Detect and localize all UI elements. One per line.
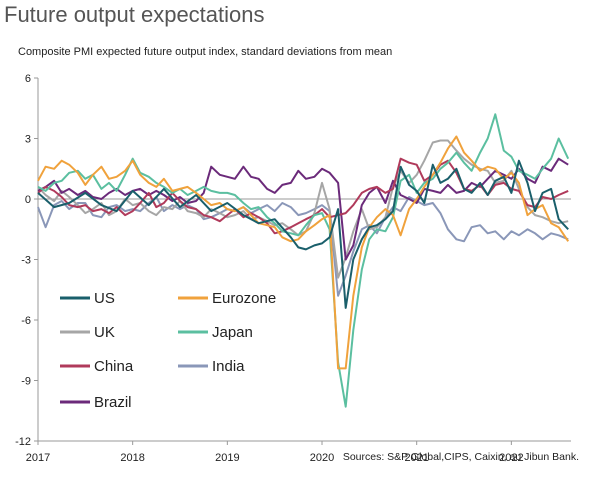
legend-label-eurozone: Eurozone	[212, 290, 276, 307]
legend-label-brazil: Brazil	[94, 394, 132, 411]
page-title: Future output expectations	[4, 2, 265, 27]
y-tick-label: 3	[25, 134, 31, 146]
series-line-us	[37, 159, 569, 309]
series-line-japan	[37, 113, 570, 408]
legend-label-china: China	[94, 358, 134, 375]
legend-label-us: US	[94, 290, 115, 307]
y-tick-label: 6	[25, 73, 31, 85]
series-line-china	[37, 157, 569, 235]
x-tick-label: 2019	[215, 452, 239, 464]
series-line-eurozone	[37, 135, 570, 370]
x-tick-label: 2022	[499, 452, 523, 464]
legend-label-japan: Japan	[212, 324, 253, 341]
y-tick-label: -9	[21, 376, 31, 388]
y-tick-label: 0	[25, 194, 31, 206]
chart-subtitle: Composite PMI expected future output ind…	[18, 46, 393, 58]
x-tick-label: 2020	[310, 452, 334, 464]
x-tick-label: 2017	[26, 452, 50, 464]
x-tick-label: 2018	[120, 452, 144, 464]
y-tick-label: -3	[21, 255, 31, 267]
chart-series-lines	[37, 113, 570, 408]
y-tick-label: -12	[15, 436, 31, 448]
legend-label-uk: UK	[94, 324, 115, 341]
series-line-india	[37, 196, 569, 297]
legend-label-india: India	[212, 358, 245, 375]
source-note: Sources: S&P Global,CIPS, Caixin, au Jib…	[342, 451, 579, 463]
y-tick-label: -6	[21, 315, 31, 327]
chart-legend: US Eurozone UK Japan China India Brazil	[60, 290, 276, 411]
x-tick-label: 2021	[404, 452, 428, 464]
